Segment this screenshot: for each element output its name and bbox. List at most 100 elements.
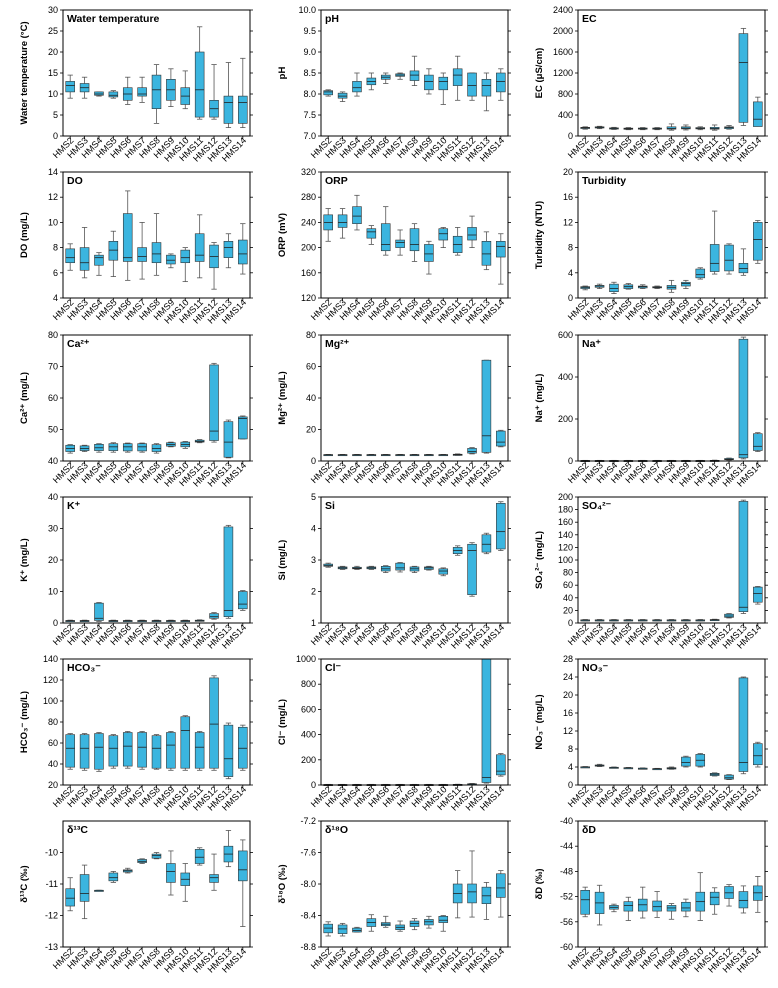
box-iqr	[65, 81, 75, 93]
y-tick-label: 280	[301, 192, 316, 202]
box-hms4	[94, 889, 104, 892]
box-iqr	[151, 853, 162, 859]
box-hms2	[65, 243, 75, 271]
box-hms10	[695, 872, 706, 921]
box-hms13	[223, 62, 234, 128]
box-hms12	[209, 853, 219, 891]
box-iqr	[238, 95, 248, 124]
box-hms7	[395, 453, 405, 457]
box-hms12	[724, 125, 734, 130]
box-iqr	[481, 79, 492, 97]
box-hms2	[580, 285, 590, 291]
panel: -13-12-11-10HMS2HMS3HMS4HMS5HMS6HMS7HMS8…	[19, 820, 253, 975]
box-hms12	[209, 242, 219, 290]
y-tick-label: 0	[568, 131, 573, 141]
y-tick-label: 60	[48, 393, 58, 403]
box-hms13	[223, 722, 234, 780]
box-hms6	[122, 76, 133, 105]
y-tick-label: 600	[558, 330, 573, 340]
box-iqr	[709, 244, 720, 272]
box-iqr	[496, 72, 506, 93]
y-tick-label: 400	[301, 730, 316, 740]
y-axis-label: Water temperature (°C)	[19, 21, 30, 124]
box-iqr	[424, 74, 434, 91]
y-tick-label: 140	[43, 654, 58, 664]
y-tick-label: 1200	[553, 68, 573, 78]
panel-title: SO₄²⁻	[582, 500, 612, 512]
box-iqr	[395, 562, 405, 571]
box-hms13	[738, 248, 749, 276]
box-iqr	[695, 268, 706, 279]
y-tick-label: -13	[45, 942, 58, 952]
box-hms13	[481, 658, 492, 784]
box-iqr	[108, 241, 119, 261]
box-iqr	[681, 901, 691, 912]
box-iqr	[481, 359, 492, 453]
box-hms2	[580, 766, 590, 769]
box-hms7	[137, 442, 147, 453]
y-tick-label: 12	[563, 726, 573, 736]
y-tick-label: 20	[563, 690, 573, 700]
box-hms14	[238, 57, 248, 128]
box-hms11	[709, 618, 720, 622]
y-tick-label: 240	[301, 217, 316, 227]
box-hms6	[637, 127, 648, 131]
box-hms3	[594, 125, 605, 130]
box-hms5	[108, 734, 119, 769]
y-tick-label: 24	[563, 672, 573, 682]
box-hms9	[166, 253, 176, 269]
box-hms4	[352, 72, 362, 97]
panel: 4050607080HMS2HMS3HMS4HMS5HMS6HMS7HMS8HM…	[19, 330, 253, 489]
box-hms14	[496, 753, 506, 777]
panel-title: K⁺	[67, 500, 81, 512]
panel-title: ORP	[325, 175, 348, 187]
box-hms14	[496, 68, 506, 101]
box-iqr	[79, 874, 90, 902]
y-axis-label: Mg²⁺ (mg/L)	[277, 371, 288, 425]
y-tick-label: 1	[311, 618, 316, 628]
box-hms10	[180, 441, 191, 449]
y-axis-label: Ca²⁺ (mg/L)	[19, 372, 30, 424]
box-hms13	[223, 419, 234, 459]
box-hms9	[166, 441, 176, 448]
box-hms4	[94, 252, 104, 276]
box-iqr	[238, 239, 248, 265]
box-hms13	[738, 885, 749, 914]
y-tick-label: 40	[306, 393, 316, 403]
box-hms5	[108, 871, 119, 883]
box-hms9	[681, 619, 691, 622]
panel: 7.07.58.08.59.09.510.0HMS2HMS3HMS4HMS5HM…	[277, 5, 511, 164]
box-hms2	[580, 619, 590, 622]
box-hms7	[395, 72, 405, 80]
box-iqr	[467, 543, 477, 595]
y-tick-label: 400	[558, 110, 573, 120]
box-iqr	[352, 206, 362, 224]
box-hms14	[753, 432, 763, 452]
box-hms10	[180, 715, 191, 771]
box-hms5	[623, 767, 634, 770]
box-hms13	[738, 676, 749, 775]
y-tick-label: 0	[568, 780, 573, 790]
y-tick-label: 100	[43, 696, 58, 706]
panel-title: DO	[67, 175, 83, 187]
box-iqr	[137, 247, 147, 262]
box-hms3	[79, 864, 90, 920]
y-tick-label: 20	[48, 555, 58, 565]
box-hms2	[580, 886, 590, 918]
box-hms6	[380, 206, 391, 256]
box-iqr	[94, 254, 104, 266]
box-hms3	[337, 208, 348, 239]
y-tick-label: 0	[53, 131, 58, 141]
y-axis-label: Cl⁻ (mg/L)	[277, 699, 288, 745]
box-hms11	[194, 847, 205, 866]
box-iqr	[238, 416, 248, 440]
y-tick-label: -40	[560, 816, 573, 826]
y-tick-label: 200	[301, 755, 316, 765]
box-hms3	[79, 444, 90, 452]
y-tick-label: 6	[53, 268, 58, 278]
box-hms8	[666, 279, 677, 293]
box-hms14	[238, 223, 248, 275]
box-iqr	[753, 222, 763, 261]
y-tick-label: 1600	[553, 47, 573, 57]
box-hms12	[467, 72, 477, 101]
